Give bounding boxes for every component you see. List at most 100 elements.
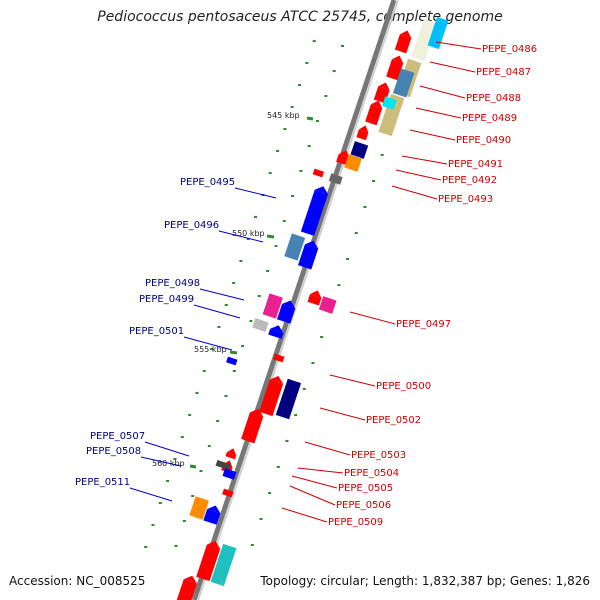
outer-left-dot (202, 370, 206, 372)
gene-box (189, 496, 209, 520)
inner-left-dot (282, 220, 286, 222)
gene-label-pepe-0486: PEPE_0486 (482, 44, 537, 55)
gene-box (394, 34, 412, 54)
right-leader-line (395, 169, 442, 181)
gene-box (252, 318, 269, 332)
left-leader-line (144, 441, 190, 457)
gene-feature (318, 296, 337, 314)
right-leader-line (415, 107, 462, 119)
inner-left-dot (266, 270, 270, 272)
outer-left-dot (254, 216, 258, 218)
gene-feature (392, 68, 415, 98)
right-leader-line (291, 475, 338, 489)
kbp-label: 555 kbp (194, 345, 227, 354)
gene-label-pepe-0501: PEPE_0501 (129, 326, 184, 337)
gene-feature (276, 300, 296, 324)
gene-feature (300, 186, 329, 236)
gene-feature (365, 100, 383, 126)
gene-feature (252, 318, 269, 332)
gene-label-pepe-0505: PEPE_0505 (338, 483, 393, 494)
gene-label-pepe-0487: PEPE_0487 (476, 67, 531, 78)
gene-box (215, 459, 231, 471)
outer-left-dot (268, 172, 272, 174)
gene-box (307, 294, 322, 306)
gene-arrowhead (310, 290, 322, 298)
left-leader-line (140, 456, 182, 467)
outer-left-dot (158, 502, 162, 504)
gene-arrowhead (282, 300, 296, 309)
outer-left-dot (239, 260, 243, 262)
gene-feature (268, 325, 284, 339)
inner-right-dot (354, 232, 358, 234)
gene-feature (222, 468, 237, 480)
backbone-inner-line (197, 0, 399, 600)
gene-feature (427, 16, 449, 50)
gene-feature (284, 233, 306, 261)
gene-feature (307, 290, 322, 306)
inner-right-dot (380, 154, 384, 156)
gene-feature (328, 173, 343, 185)
inner-left-dot (257, 295, 261, 297)
outer-left-dot (298, 84, 302, 86)
gene-label-pepe-0493: PEPE_0493 (438, 194, 493, 205)
gene-box (382, 96, 397, 110)
accession-text: Accession: NC_008525 (9, 574, 146, 588)
gene-label-pepe-0498: PEPE_0498 (145, 278, 200, 289)
gene-feature (350, 141, 369, 159)
gene-box (241, 412, 264, 444)
gene-label-pepe-0502: PEPE_0502 (366, 415, 421, 426)
inner-right-dot (250, 544, 254, 546)
inner-left-dot (216, 420, 220, 422)
map-title: Pediococcus pentosaceus ATCC 25745, comp… (97, 9, 503, 25)
gene-feature (196, 541, 221, 582)
gene-label-pepe-0500: PEPE_0500 (376, 381, 431, 392)
kbp-label: 550 kbp (232, 229, 265, 238)
inner-right-dot (294, 414, 298, 416)
gene-box (350, 141, 369, 159)
gene-feature (411, 18, 438, 62)
left-leader-line (193, 304, 241, 319)
gene-box (196, 544, 221, 582)
right-leader-line (435, 41, 482, 50)
inner-left-dot (307, 145, 311, 147)
gene-arrowhead (206, 541, 221, 549)
right-leader-line (297, 467, 344, 474)
right-leader-line (401, 155, 448, 165)
gene-box (300, 189, 329, 236)
inner-right-dot (302, 388, 306, 390)
gene-box (275, 378, 302, 420)
right-leader-line (429, 61, 476, 73)
gene-arrowhead (391, 55, 404, 64)
gene-box (259, 379, 284, 417)
gene-box (276, 304, 296, 324)
kbp-tick (306, 116, 314, 121)
inner-right-dot (276, 466, 280, 468)
right-leader-line (349, 311, 396, 325)
gene-label-pepe-0504: PEPE_0504 (344, 468, 399, 479)
gene-box (262, 293, 283, 319)
inner-right-dot (372, 180, 376, 182)
gene-box (203, 508, 221, 525)
gene-arrowhead (270, 325, 284, 334)
left-leader-line (129, 487, 173, 502)
gene-arrowhead (358, 125, 369, 133)
inner-right-dot (259, 518, 263, 520)
gene-feature (273, 353, 285, 363)
gene-feature (298, 240, 319, 270)
gene-box (268, 328, 284, 339)
outer-left-dot (312, 40, 316, 42)
inner-left-dot (291, 195, 295, 197)
gene-box (312, 168, 325, 178)
gene-arrowhead (370, 100, 383, 109)
gene-arrowhead (314, 186, 329, 195)
gene-arrowhead (304, 240, 319, 249)
gene-box (210, 543, 237, 587)
gene-feature (241, 408, 264, 444)
gene-feature (189, 496, 209, 520)
inner-right-dot (285, 440, 289, 442)
gene-box (298, 244, 319, 270)
gene-box (284, 233, 306, 261)
inner-left-dot (207, 445, 211, 447)
backbone-line (191, 0, 397, 600)
gene-feature (394, 30, 412, 54)
